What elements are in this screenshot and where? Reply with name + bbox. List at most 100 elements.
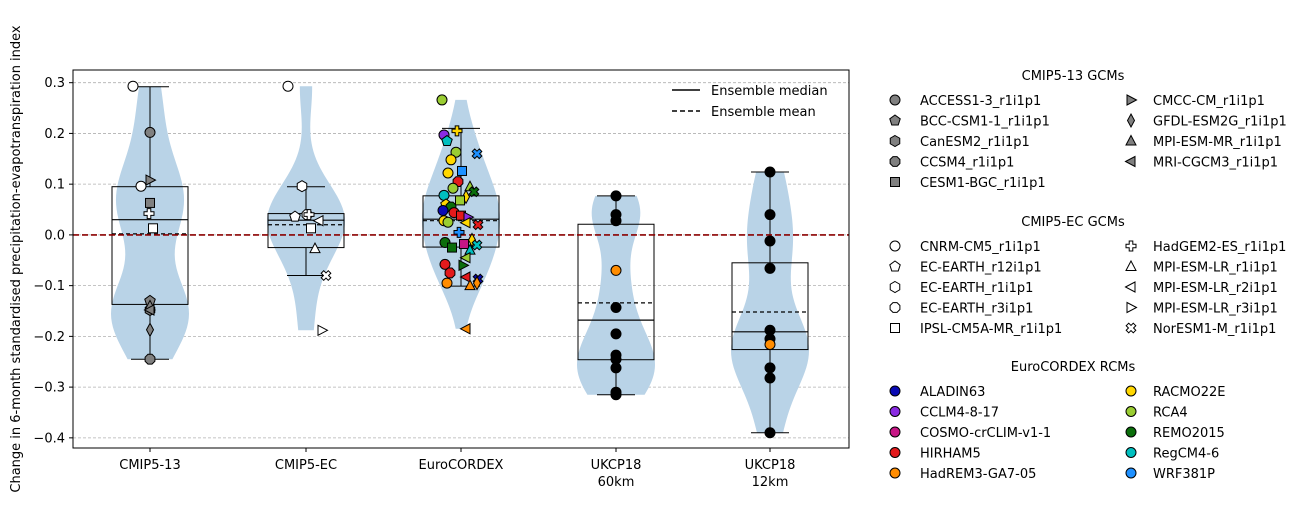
data-point <box>457 165 467 176</box>
data-point <box>144 126 156 138</box>
legend-marker <box>889 447 901 458</box>
legend-label: MPI-ESM-LR_r1i1p1 <box>1153 261 1278 276</box>
legend-marker <box>889 260 901 272</box>
data-point <box>764 262 776 274</box>
data-point <box>471 239 483 251</box>
outer-legend: CMIP5-13 GCMs ACCESS1-3_r1i1p1 BCC-CSM1-1_… <box>889 69 1287 482</box>
median-legend-label: Ensemble median <box>711 84 828 99</box>
data-point <box>610 328 622 340</box>
data-point <box>143 208 155 220</box>
x-tick-label: EuroCORDEX <box>419 458 504 473</box>
legend-label: REMO2015 <box>1153 426 1225 441</box>
legend-group-title: CMIP5-EC GCMs <box>1021 215 1125 230</box>
legend-marker <box>1124 281 1136 293</box>
data-point <box>445 154 457 166</box>
data-point <box>610 264 622 276</box>
y-tick-label: −0.1 <box>33 279 65 294</box>
data-point <box>610 301 622 313</box>
legend-label: GFDL-ESM2G_r1i1p1 <box>1153 115 1287 130</box>
legend-marker <box>889 114 901 126</box>
data-point <box>764 372 776 384</box>
y-tick-label: −0.2 <box>33 330 65 345</box>
legend-label: MRI-CGCM3_r1i1p1 <box>1153 156 1278 171</box>
violin <box>577 195 655 395</box>
data-point <box>610 362 622 374</box>
data-point <box>306 223 316 234</box>
legend-label: RCA4 <box>1153 406 1188 421</box>
data-point <box>764 362 776 374</box>
legend-marker <box>1125 426 1137 438</box>
data-point <box>764 166 776 178</box>
data-point <box>444 267 456 279</box>
data-point <box>447 182 459 194</box>
legend-marker <box>1126 94 1138 106</box>
legend-marker <box>889 426 901 438</box>
data-point <box>610 215 622 227</box>
legend-marker <box>1125 240 1137 252</box>
legend-marker <box>890 323 900 333</box>
legend-label: CESM1-BGC_r1i1p1 <box>920 176 1046 191</box>
y-tick-label: 0.2 <box>44 127 65 142</box>
legend-marker <box>1125 134 1137 146</box>
data-point <box>471 148 483 160</box>
violin <box>111 86 189 360</box>
data-point <box>459 216 471 229</box>
legend-label: EC-EARTH_r3i1p1 <box>920 302 1033 317</box>
axis-layer: 0.3 0.2 0.1 0.0 −0.1 −0.2 −0.3 −0.4 CMIP5-13 CMIP… <box>33 76 795 490</box>
data-point <box>143 304 155 316</box>
legend-marker <box>889 94 901 106</box>
data-point <box>459 251 471 264</box>
y-tick-label: 0.1 <box>44 178 65 193</box>
data-point <box>436 94 448 106</box>
data-point <box>148 223 158 234</box>
legend-label: EC-EARTH_r1i1p1 <box>920 281 1033 296</box>
legend-label: HIRHAM5 <box>920 447 981 462</box>
data-point <box>450 146 462 158</box>
data-point <box>317 324 329 337</box>
data-point <box>610 389 622 401</box>
data-point <box>135 180 147 192</box>
legend-marker <box>1125 385 1137 397</box>
y-tick-label: 0.0 <box>44 228 65 243</box>
legend-marker <box>889 385 901 397</box>
x-tick-label: 12km <box>752 475 789 490</box>
data-point <box>296 180 308 193</box>
legend-marker <box>1125 259 1137 271</box>
data-point <box>472 275 482 291</box>
mean-legend-label: Ensemble mean <box>711 105 816 120</box>
y-tick-label: −0.4 <box>33 431 65 446</box>
data-point <box>282 80 294 92</box>
data-point <box>145 174 157 186</box>
legend-label: CCSM4_r1i1p1 <box>920 156 1014 171</box>
grid-layer <box>73 82 849 439</box>
y-axis-label: Change in 6-month standardised precipita… <box>9 25 24 493</box>
y-tick-label: −0.3 <box>33 381 65 396</box>
y-tick-label: 0.3 <box>44 76 65 91</box>
data-point <box>459 239 469 250</box>
data-point <box>439 258 451 270</box>
data-point <box>610 190 622 202</box>
legend-label: CanESM2_r1i1p1 <box>920 135 1030 150</box>
data-point <box>145 197 155 208</box>
data-point <box>764 209 776 221</box>
legend-marker <box>889 156 901 167</box>
legend-marker <box>1126 112 1136 129</box>
data-point <box>764 338 776 350</box>
legend-label: MPI-ESM-MR_r1i1p1 <box>1153 135 1282 150</box>
data-point <box>145 322 155 338</box>
data-point <box>764 235 776 247</box>
data-point <box>144 353 156 365</box>
data-point <box>289 210 301 222</box>
legend-label: CNRM-CM5_r1i1p1 <box>920 240 1041 255</box>
legend-marker <box>1124 155 1136 168</box>
legend-marker <box>1126 301 1138 314</box>
legend-label: RACMO22E <box>1153 385 1225 400</box>
data-point <box>451 125 463 137</box>
data-point <box>455 195 465 206</box>
data-point <box>438 189 450 201</box>
data-point <box>453 226 465 238</box>
legend-marker <box>1125 406 1137 417</box>
legend-label: MPI-ESM-LR_r2i1p1 <box>1153 281 1278 296</box>
data-point <box>442 216 454 228</box>
legend-label: BCC-CSM1-1_r1i1p1 <box>920 115 1050 130</box>
